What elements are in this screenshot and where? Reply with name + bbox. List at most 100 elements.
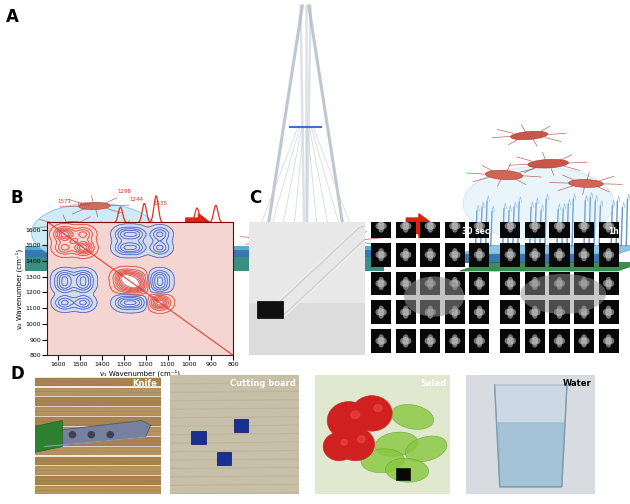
Ellipse shape <box>479 223 485 229</box>
Ellipse shape <box>507 308 513 316</box>
Circle shape <box>107 432 113 437</box>
Ellipse shape <box>508 255 513 262</box>
Circle shape <box>323 432 355 461</box>
Ellipse shape <box>581 334 587 341</box>
Ellipse shape <box>425 338 430 344</box>
Bar <box>25 245 164 250</box>
Polygon shape <box>41 420 151 447</box>
Ellipse shape <box>452 222 458 230</box>
Ellipse shape <box>535 251 541 258</box>
Ellipse shape <box>508 226 513 233</box>
Ellipse shape <box>507 279 513 287</box>
Ellipse shape <box>452 334 457 341</box>
Bar <box>445 243 465 267</box>
Ellipse shape <box>474 251 479 258</box>
Bar <box>25 250 164 257</box>
Ellipse shape <box>532 308 538 316</box>
Ellipse shape <box>403 250 409 259</box>
Ellipse shape <box>532 341 537 347</box>
Ellipse shape <box>581 308 587 316</box>
Ellipse shape <box>452 305 457 312</box>
Bar <box>549 329 570 353</box>
Bar <box>574 243 594 267</box>
Bar <box>549 243 570 267</box>
Ellipse shape <box>375 309 381 316</box>
Ellipse shape <box>569 179 603 187</box>
Ellipse shape <box>476 337 483 345</box>
Text: 30 sec: 30 sec <box>462 227 490 236</box>
Circle shape <box>341 439 348 445</box>
Ellipse shape <box>477 248 482 255</box>
Bar <box>217 452 231 465</box>
Ellipse shape <box>452 279 458 287</box>
Ellipse shape <box>556 279 563 287</box>
Ellipse shape <box>403 219 408 226</box>
Bar <box>420 300 440 324</box>
Polygon shape <box>35 486 161 494</box>
Ellipse shape <box>584 338 590 344</box>
Ellipse shape <box>452 226 457 233</box>
Bar <box>525 329 545 353</box>
Ellipse shape <box>505 280 510 287</box>
Ellipse shape <box>581 219 587 226</box>
Bar <box>525 214 545 238</box>
Ellipse shape <box>609 280 614 287</box>
Ellipse shape <box>79 203 110 210</box>
Ellipse shape <box>428 226 433 233</box>
Ellipse shape <box>379 226 384 233</box>
Text: 1485: 1485 <box>76 202 90 207</box>
Ellipse shape <box>584 251 590 258</box>
Ellipse shape <box>510 338 516 344</box>
Ellipse shape <box>428 305 433 312</box>
Ellipse shape <box>505 251 510 258</box>
Ellipse shape <box>609 338 614 344</box>
Ellipse shape <box>477 226 482 233</box>
Ellipse shape <box>606 341 611 347</box>
Bar <box>598 329 619 353</box>
Ellipse shape <box>428 248 433 255</box>
Ellipse shape <box>449 309 455 316</box>
Ellipse shape <box>452 250 458 259</box>
Ellipse shape <box>403 312 408 319</box>
Ellipse shape <box>578 223 584 229</box>
Ellipse shape <box>606 248 611 255</box>
Ellipse shape <box>556 250 563 259</box>
Ellipse shape <box>449 223 455 229</box>
Ellipse shape <box>428 255 433 262</box>
Ellipse shape <box>581 279 587 287</box>
Ellipse shape <box>559 309 565 316</box>
Bar <box>396 243 416 267</box>
Ellipse shape <box>557 277 562 283</box>
Ellipse shape <box>605 222 612 230</box>
Ellipse shape <box>581 341 587 347</box>
Ellipse shape <box>400 251 406 258</box>
Ellipse shape <box>606 334 611 341</box>
Ellipse shape <box>510 280 516 287</box>
Ellipse shape <box>532 250 538 259</box>
Bar <box>525 243 545 267</box>
Ellipse shape <box>403 305 408 312</box>
Bar <box>445 300 465 324</box>
Ellipse shape <box>404 277 464 317</box>
Ellipse shape <box>378 279 384 287</box>
Polygon shape <box>35 467 161 474</box>
Ellipse shape <box>474 280 479 287</box>
Ellipse shape <box>428 284 433 290</box>
Ellipse shape <box>584 309 590 316</box>
Circle shape <box>88 432 94 437</box>
Bar <box>525 300 545 324</box>
Ellipse shape <box>508 312 513 319</box>
Bar <box>525 272 545 295</box>
Ellipse shape <box>403 277 408 283</box>
Ellipse shape <box>32 203 158 263</box>
Ellipse shape <box>427 308 433 316</box>
Ellipse shape <box>578 309 584 316</box>
Ellipse shape <box>584 223 590 229</box>
Text: B: B <box>11 189 23 207</box>
Ellipse shape <box>479 309 485 316</box>
Polygon shape <box>35 476 161 484</box>
Ellipse shape <box>605 308 612 316</box>
Ellipse shape <box>452 284 457 290</box>
Polygon shape <box>35 377 161 386</box>
Ellipse shape <box>529 338 535 344</box>
